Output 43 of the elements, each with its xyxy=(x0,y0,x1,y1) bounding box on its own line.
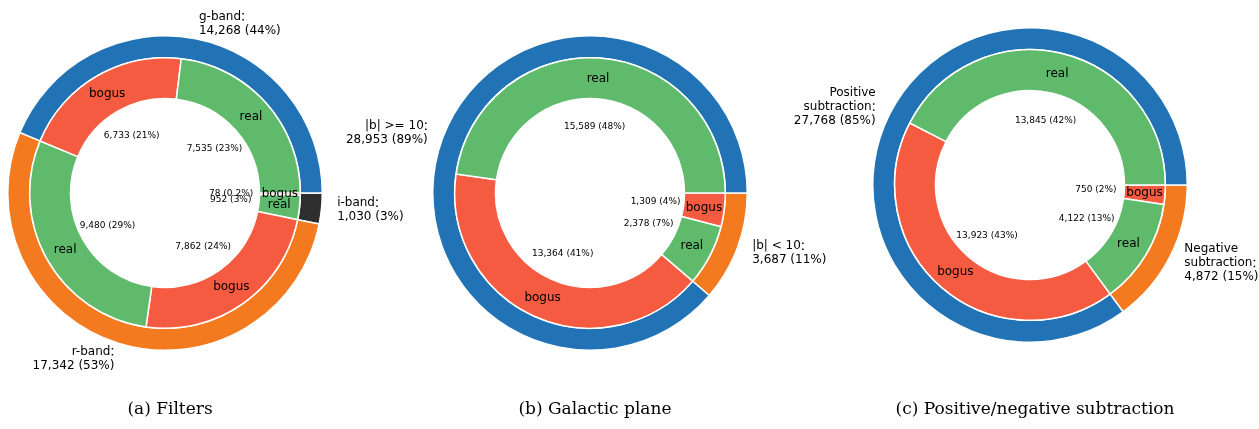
data-label: 28,953 (89%) xyxy=(345,132,428,147)
slice-label: bogus xyxy=(1126,185,1163,200)
data-label: 3,687 (11%) xyxy=(752,252,827,267)
slice-label: Negative subtraction xyxy=(1184,241,1253,270)
data-label: 15,589 (48%) xyxy=(563,121,626,132)
slice-label: bogus xyxy=(88,85,126,100)
slice-label: real xyxy=(1117,236,1140,251)
slice-label: bogus xyxy=(261,185,299,200)
slice-label: |b| < 10 xyxy=(752,238,801,253)
data-label: 750 (2%) xyxy=(1075,184,1117,195)
slice-label: bogus xyxy=(213,278,250,293)
slice-label: real xyxy=(239,108,263,123)
data-label: 17,342 (53%) xyxy=(32,357,115,372)
slice-label: |b| >= 10 xyxy=(365,118,424,133)
slice-label: Positive subtraction xyxy=(803,84,876,113)
slice-label: r-band xyxy=(71,343,111,358)
data-label: 2,378 (7%) xyxy=(623,217,674,228)
data-label: 13,845 (42%) xyxy=(1014,115,1077,126)
slice-label: bogus xyxy=(937,264,974,279)
text: (c) Positive/negative subtraction xyxy=(895,398,1175,419)
text: (b) Galactic plane xyxy=(518,398,672,419)
data-label: 7,535 (23%) xyxy=(186,143,243,154)
slice-label: g-band xyxy=(198,8,242,23)
data-label: 14,268 (44%) xyxy=(198,22,281,37)
text: (a) Filters xyxy=(127,398,213,419)
slice-label: real xyxy=(586,70,610,85)
data-label: 6,733 (21%) xyxy=(103,130,160,141)
data-label: 13,364 (41%) xyxy=(532,247,594,258)
data-label: 27,768 (85%) xyxy=(793,112,876,127)
slice-label: bogus xyxy=(685,199,723,214)
data-label: 1,309 (4%) xyxy=(630,195,681,206)
slice-label: real xyxy=(1045,65,1069,80)
slice-label: bogus xyxy=(524,289,561,304)
data-label: 7,862 (24%) xyxy=(175,241,232,252)
data-label: 1,030 (3%) xyxy=(337,209,404,224)
data-label: 13,923 (43%) xyxy=(956,229,1018,240)
data-label: 9,480 (29%) xyxy=(79,220,136,231)
slice-label: real xyxy=(680,238,704,253)
data-label: 4,122 (13%) xyxy=(1058,213,1115,224)
slice-label: real xyxy=(53,241,77,256)
data-label: 4,872 (15%) xyxy=(1184,269,1259,284)
slice-label: i-band xyxy=(337,195,375,210)
slice-label: real xyxy=(267,197,291,212)
